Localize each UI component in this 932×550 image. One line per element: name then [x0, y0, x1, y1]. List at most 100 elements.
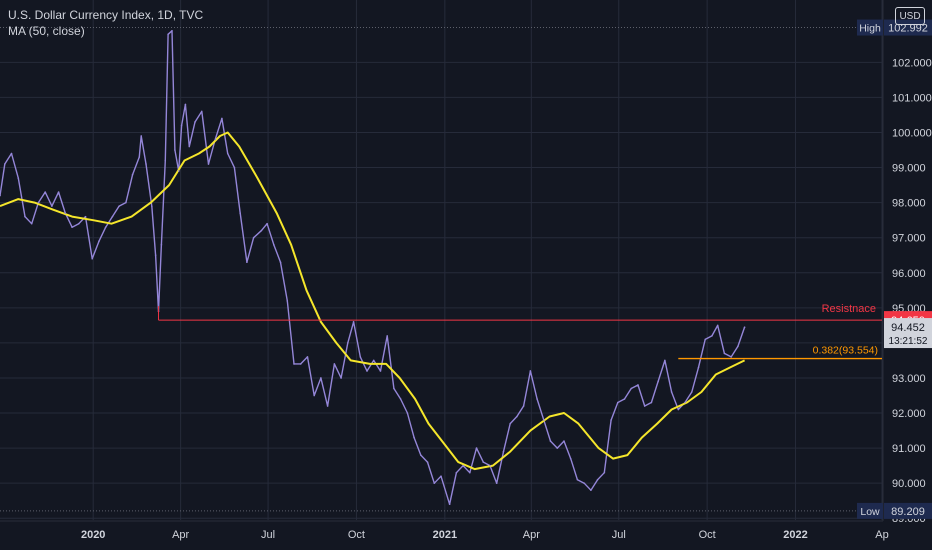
price-point: [469, 471, 471, 474]
price-point: [543, 419, 545, 421]
low-price-tag: [884, 502, 932, 519]
price-point: [413, 436, 415, 439]
price-point: [406, 412, 409, 414]
price-point: [279, 261, 282, 264]
price-point: [30, 222, 33, 225]
high-tag-label: High: [859, 23, 881, 35]
price-point: [286, 300, 289, 302]
price-point: [57, 191, 60, 193]
last-price-tag: [884, 318, 932, 349]
price-point: [549, 440, 552, 442]
price-point: [138, 156, 141, 158]
price-point: [475, 447, 478, 449]
price-point: [77, 222, 80, 225]
y-tick-label: 97.000: [892, 233, 926, 245]
y-tick-label: 91.000: [892, 443, 926, 455]
price-point: [71, 226, 73, 228]
price-point: [131, 173, 134, 176]
ma-indicator-label[interactable]: MA (50, close): [8, 24, 85, 38]
price-point: [359, 356, 362, 358]
high-price-label: 102.992: [888, 23, 928, 35]
price-point: [379, 370, 382, 372]
price-point: [10, 152, 13, 155]
price-point: [366, 370, 368, 372]
price-point: [730, 356, 732, 358]
price-point: [386, 335, 388, 337]
low-price-label: 89.209: [891, 506, 925, 518]
price-point: [690, 391, 693, 393]
x-tick-label: 2020: [81, 529, 105, 541]
price-point: [637, 384, 639, 386]
y-tick-label: 92.000: [892, 408, 926, 420]
x-tick-label: Apr: [172, 529, 189, 541]
low-tag-bg: [857, 502, 883, 519]
y-tick-label: 101.000: [892, 92, 932, 104]
y-tick-label: 100.000: [892, 127, 932, 139]
price-point: [737, 345, 739, 348]
price-point: [347, 342, 349, 344]
price-point: [37, 201, 40, 204]
price-point: [252, 236, 255, 239]
x-tick-label: 2022: [783, 529, 807, 541]
fib-label: 0.382(93.554): [813, 345, 878, 357]
price-point: [320, 377, 322, 379]
price-point: [723, 352, 726, 355]
price-point: [563, 440, 565, 442]
price-point: [509, 422, 511, 425]
price-point: [333, 363, 336, 365]
price-point: [266, 222, 268, 225]
price-point: [214, 138, 217, 141]
chart-overlays: Resistnace 0.382(93.554): [0, 27, 882, 512]
price-point: [583, 482, 585, 484]
price-point: [743, 326, 746, 328]
y-tick-label: 90.000: [892, 478, 926, 490]
price-point: [716, 324, 719, 327]
price-point: [171, 29, 173, 32]
price-point: [24, 215, 26, 218]
price-axis[interactable]: 89.00090.00091.00092.00093.00094.00095.0…: [857, 19, 932, 526]
price-point: [657, 380, 659, 383]
price-point: [226, 152, 229, 155]
price-point: [239, 212, 241, 214]
x-tick-label: Apr: [523, 529, 540, 541]
price-series-line: [0, 30, 746, 505]
low-tag-label: Low: [860, 506, 880, 518]
price-point: [64, 212, 67, 214]
price-point: [104, 226, 107, 228]
chart-legend: U.S. Dollar Currency Index, 1D, TVC MA (…: [8, 7, 203, 39]
price-point: [440, 475, 442, 477]
y-tick-label: 99.000: [892, 163, 926, 175]
price-point: [590, 489, 592, 491]
price-point: [160, 243, 163, 246]
time-axis[interactable]: 2020 Apr Jul Oct 2021 Apr Jul Oct 2022 Ap: [81, 529, 889, 541]
price-point: [154, 254, 157, 257]
price-point: [84, 215, 87, 218]
price-point: [151, 205, 153, 207]
x-tick-label: Ap: [875, 529, 888, 541]
price-point: [576, 478, 579, 481]
price-point: [462, 464, 464, 467]
chart-series: [0, 29, 746, 506]
price-point: [426, 461, 429, 463]
price-point: [260, 229, 263, 232]
price-point: [51, 205, 53, 207]
price-point: [4, 163, 6, 165]
chart-grid: [0, 0, 884, 522]
x-tick-label: Jul: [612, 529, 626, 541]
price-point: [610, 419, 612, 421]
price-point: [596, 478, 599, 481]
price-point: [299, 363, 302, 365]
price-point: [677, 408, 680, 411]
price-point: [516, 415, 518, 418]
y-tick-label: 93.000: [892, 373, 926, 385]
price-point: [529, 370, 532, 372]
price-point: [697, 366, 700, 369]
price-point: [455, 471, 458, 474]
symbol-title[interactable]: U.S. Dollar Currency Index, 1D, TVC: [8, 8, 204, 22]
countdown-label: 13:21:52: [889, 336, 928, 347]
currency-badge[interactable]: USD: [895, 7, 925, 25]
price-point: [448, 503, 451, 506]
price-point: [145, 163, 147, 165]
price-point: [180, 124, 183, 127]
